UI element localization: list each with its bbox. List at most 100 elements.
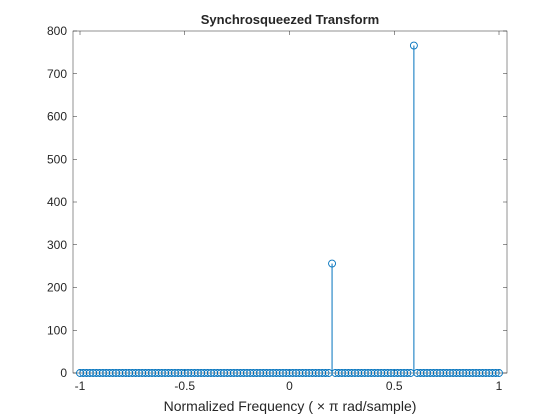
stem-marker (465, 369, 474, 377)
stem-marker (370, 369, 379, 377)
stem-marker (174, 369, 183, 377)
stem-marker (190, 369, 199, 377)
stem-marker (311, 369, 320, 377)
x-axis: -1 -0.5 0 0.5 1 (75, 31, 503, 393)
stem-marker (390, 369, 399, 377)
stem-marker (442, 369, 451, 377)
stem-marker (249, 369, 258, 377)
stem-marker (288, 369, 297, 377)
stem-marker (141, 369, 150, 377)
stem-marker (187, 369, 196, 377)
stem-marker (383, 369, 392, 377)
stem-marker (184, 369, 192, 377)
stem-marker (239, 369, 248, 377)
y-tick-label: 700 (47, 67, 67, 81)
stem-marker (92, 369, 101, 377)
stem-marker (488, 369, 497, 377)
stem-marker (105, 369, 114, 377)
stem-marker (79, 369, 88, 377)
stem-marker (144, 369, 153, 377)
stem-marker (337, 369, 346, 377)
stem-marker (298, 369, 307, 377)
stem-marker (213, 369, 222, 377)
stem-marker (462, 369, 471, 377)
stem-marker (164, 369, 173, 377)
stem-marker (495, 369, 503, 377)
stem-marker (459, 369, 467, 377)
stem-marker (468, 369, 477, 377)
stem-marker (220, 369, 228, 377)
x-tick-label: -0.5 (174, 379, 195, 393)
stem-marker (82, 369, 91, 377)
stem-marker (351, 369, 359, 377)
stem-marker (354, 369, 363, 377)
stem-marker (121, 369, 130, 377)
stem-marker (364, 369, 373, 377)
stem-marker (305, 369, 314, 377)
stem-marker (373, 369, 382, 377)
y-tick-label: 400 (47, 195, 67, 209)
stem-marker (367, 369, 376, 377)
stem-marker (413, 369, 422, 377)
stem-marker (170, 369, 179, 377)
stem-marker (285, 369, 294, 377)
stem-marker (452, 369, 461, 377)
y-tick-label: 300 (47, 238, 67, 252)
stem-marker (236, 369, 245, 377)
y-tick-label: 800 (47, 24, 67, 38)
stem-marker (102, 369, 111, 377)
stem-marker (301, 369, 310, 377)
stem-marker (341, 369, 350, 377)
x-tick-label: 0 (286, 379, 293, 393)
stem-marker (115, 369, 124, 377)
y-tick-label: 200 (47, 281, 67, 295)
stem-marker (177, 369, 186, 377)
stem-marker (262, 369, 271, 377)
stem-marker (393, 369, 402, 377)
stem-marker (226, 369, 235, 377)
stem-marker (455, 369, 464, 377)
stem-marker (259, 369, 268, 377)
stem-marker (118, 369, 127, 377)
stem-peak-marker (409, 41, 418, 50)
stem-marker (481, 369, 490, 377)
stem-marker (347, 369, 356, 377)
stem-marker (76, 369, 84, 377)
x-tick-label: -1 (75, 379, 86, 393)
stem-marker (275, 369, 284, 377)
stem-marker (478, 369, 487, 377)
stem-marker (419, 369, 428, 377)
stem-marker (426, 369, 435, 377)
stem-marker (233, 369, 242, 377)
stem-marker (308, 369, 317, 377)
stem-marker (396, 369, 405, 377)
stem-marker (125, 369, 134, 377)
stem-marker (151, 369, 160, 377)
stem-marker (377, 369, 386, 377)
stem-marker (449, 369, 458, 377)
stem-marker (315, 369, 323, 377)
stem-marker (279, 369, 287, 377)
stem-marker (197, 369, 206, 377)
stem-marker (89, 369, 98, 377)
stem-marker (85, 369, 94, 377)
stem-marker (154, 369, 163, 377)
stem-marker (138, 369, 147, 377)
stem-marker (203, 369, 212, 377)
y-axis: 0 100 200 300 400 500 600 700 800 (47, 24, 507, 380)
stem-marker (256, 369, 264, 377)
stem-marker (321, 369, 330, 377)
stem-marker (436, 369, 445, 377)
y-tick-label: 500 (47, 152, 67, 166)
y-tick-label: 100 (47, 323, 67, 337)
stem-marker (223, 369, 232, 377)
stem-marker (282, 369, 291, 377)
stem-marker (206, 369, 215, 377)
y-tick-label: 0 (60, 366, 67, 380)
stem-marker (242, 369, 251, 377)
stem-marker (400, 369, 409, 377)
stem-marker (423, 369, 431, 377)
stem-marker (269, 369, 278, 377)
x-axis-label: Normalized Frequency ( × π rad/sample) (164, 398, 417, 414)
